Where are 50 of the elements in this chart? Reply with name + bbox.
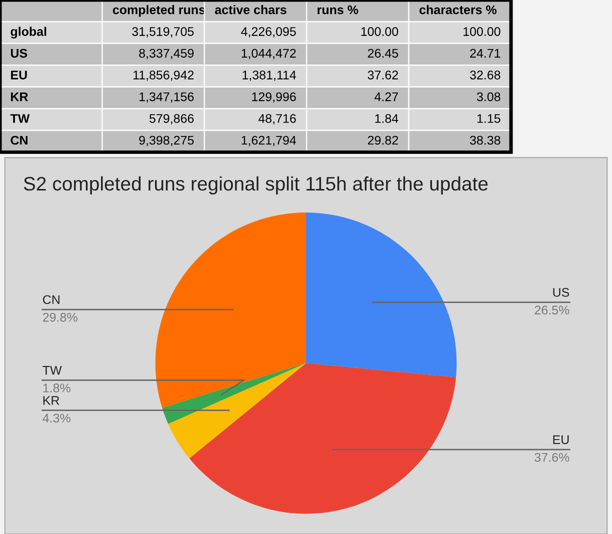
data-label: 31,519,705 bbox=[132, 27, 194, 38]
category-label: US bbox=[10, 48, 28, 58]
data-label: 1.15 bbox=[477, 114, 500, 123]
data-label: 1,381,114 bbox=[242, 70, 296, 81]
series-label: runs % bbox=[318, 5, 358, 14]
data-label: 37.62 bbox=[368, 70, 398, 80]
data-label: 3.08 bbox=[476, 92, 500, 102]
slice-label: KR bbox=[43, 396, 60, 405]
series-label: active chars bbox=[214, 5, 286, 14]
data-label: 29.82 bbox=[368, 136, 398, 145]
data-label: 37.6% bbox=[534, 452, 570, 462]
category-label: TW bbox=[10, 114, 30, 123]
pie-slice bbox=[162, 363, 306, 424]
data-label: 11,856,942 bbox=[134, 70, 194, 81]
data-label: 100.00 bbox=[361, 27, 398, 36]
slice-label: TW bbox=[42, 366, 62, 375]
data-label: 9,398,275 bbox=[139, 136, 194, 146]
data-label: 4.27 bbox=[374, 92, 398, 102]
pie-slice bbox=[168, 363, 306, 458]
data-label: 100.00 bbox=[464, 27, 500, 36]
data-label: 32.68 bbox=[470, 70, 500, 80]
data-label: 24.71 bbox=[470, 48, 500, 58]
slice-label: US bbox=[553, 288, 570, 297]
category-label: EU bbox=[11, 70, 27, 80]
data-label: 38.38 bbox=[470, 136, 500, 145]
pie-slice bbox=[189, 363, 456, 514]
data-label: 1,621,794 bbox=[242, 136, 296, 146]
data-label: 1.8% bbox=[43, 384, 70, 392]
data-label: 8,337,459 bbox=[139, 48, 194, 60]
data-label: 129,996 bbox=[252, 92, 296, 103]
slice-label: EU bbox=[553, 435, 569, 444]
series-label: completed runs bbox=[112, 5, 205, 17]
data-label: 29.8% bbox=[43, 312, 78, 322]
data-label: 579,866 bbox=[150, 114, 194, 124]
data-label: 1.84 bbox=[375, 114, 398, 123]
slice-label: CN bbox=[43, 295, 60, 304]
data-label: 48,716 bbox=[258, 114, 296, 124]
pie-slice bbox=[155, 212, 306, 408]
category-label: CN bbox=[10, 136, 28, 145]
data-label: 1,044,472 bbox=[242, 48, 296, 60]
chart-title: S2 completed runs regional split 115h after the update bbox=[24, 176, 488, 194]
series-label: characters % bbox=[420, 5, 497, 14]
data-label: 26.5% bbox=[534, 306, 570, 314]
pie-slice bbox=[306, 212, 457, 378]
data-label: 4,226,095 bbox=[241, 27, 296, 38]
data-label: 1,347,156 bbox=[140, 92, 194, 103]
category-label: KR bbox=[11, 92, 28, 102]
category-label: global bbox=[10, 26, 46, 38]
data-label: 4.3% bbox=[42, 414, 70, 423]
data-label: 26.45 bbox=[368, 48, 398, 58]
